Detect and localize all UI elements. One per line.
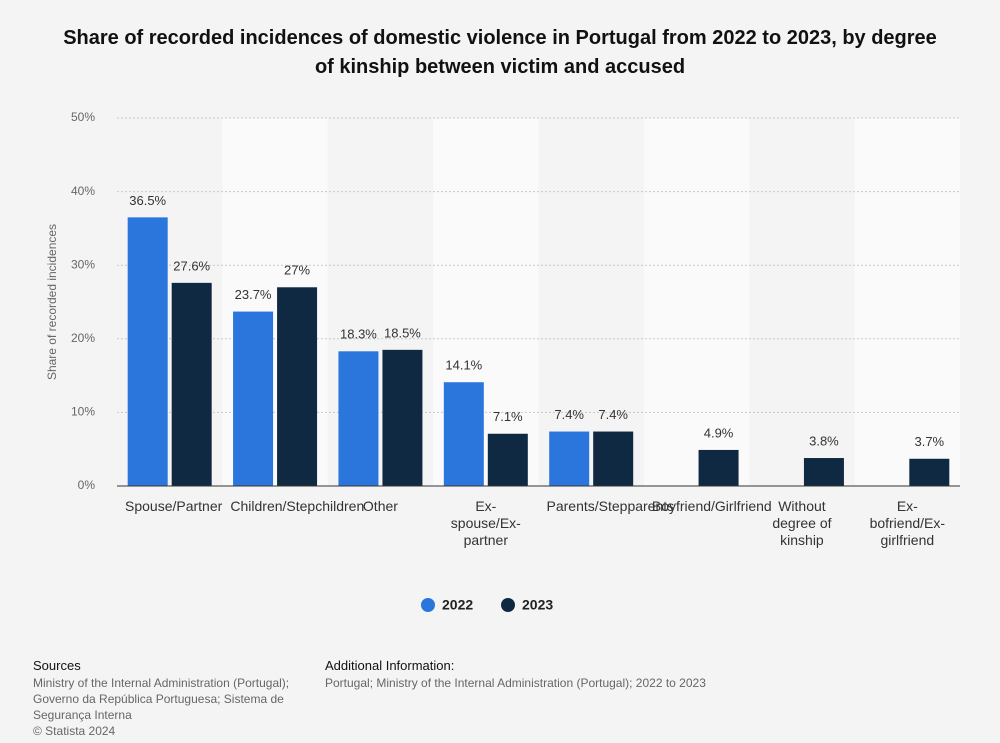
x-tick-label: Without degree of kinship	[772, 498, 832, 548]
value-label: 7.4%	[554, 407, 584, 422]
bar	[593, 431, 634, 486]
info-text: Portugal; Ministry of the Internal Admin…	[325, 676, 706, 690]
x-tick-label: Boyfriend/Girlfriend	[651, 498, 772, 514]
value-label: 3.8%	[809, 433, 839, 448]
x-tick-label: Ex-spouse/Ex-partner	[450, 498, 521, 548]
value-label: 7.4%	[598, 407, 628, 422]
sources: Ministry of the Internal Administration …	[33, 675, 289, 739]
y-tick-label: 20%	[71, 331, 95, 345]
value-label: 4.9%	[704, 425, 734, 440]
bar	[382, 349, 423, 486]
x-tick-label: Spouse/Partner	[125, 498, 223, 514]
sources-line: Governo da República Portuguesa; Sistema…	[33, 692, 284, 706]
value-label: 36.5%	[129, 193, 166, 208]
chart-title: Share of recorded incidences of domestic…	[63, 27, 937, 78]
y-tick-label: 40%	[71, 184, 95, 198]
value-label: 7.1%	[493, 409, 523, 424]
x-tick-label: Children/Stepchildren	[230, 498, 365, 514]
band-shade	[643, 118, 750, 486]
x-tick-label: Other	[362, 498, 398, 514]
bar	[171, 282, 212, 486]
x-tick-label: Ex-bofriend/Ex-girlfriend	[869, 498, 946, 548]
value-label: 14.1%	[445, 358, 482, 373]
value-label: 18.3%	[340, 327, 377, 342]
legend-label: 2023	[522, 597, 553, 613]
bar	[338, 351, 379, 486]
bar	[803, 458, 844, 486]
y-tick-label: 10%	[71, 405, 95, 419]
sources-title: Sources	[33, 658, 81, 673]
sources-line: Segurança Interna	[33, 708, 132, 722]
bar	[698, 449, 739, 486]
sources-line: Ministry of the Internal Administration …	[33, 676, 290, 690]
y-tick-label: 50%	[71, 110, 95, 124]
bar	[127, 217, 168, 487]
legend-label: 2022	[442, 597, 473, 613]
value-label: 18.5%	[384, 325, 421, 340]
info-title: Additional Information:	[325, 658, 455, 673]
bar	[443, 382, 484, 486]
bar	[549, 431, 590, 486]
x-tick-label: Parents/Stepparents	[546, 498, 675, 514]
y-tick-label: 0%	[78, 478, 96, 492]
bar	[277, 287, 318, 486]
bar	[909, 458, 950, 486]
value-label: 27.6%	[173, 258, 210, 273]
bar	[487, 433, 528, 486]
y-axis-label: Share of recorded incidences	[45, 224, 59, 380]
value-label: 3.7%	[914, 434, 944, 449]
value-label: 27%	[284, 263, 310, 278]
sources-line: © Statista 2024	[33, 724, 116, 738]
value-label: 23.7%	[235, 287, 272, 302]
bar	[233, 311, 274, 486]
legend-marker	[501, 598, 515, 612]
y-tick-label: 30%	[71, 257, 95, 271]
legend-marker	[421, 598, 435, 612]
band-shade	[854, 118, 960, 486]
